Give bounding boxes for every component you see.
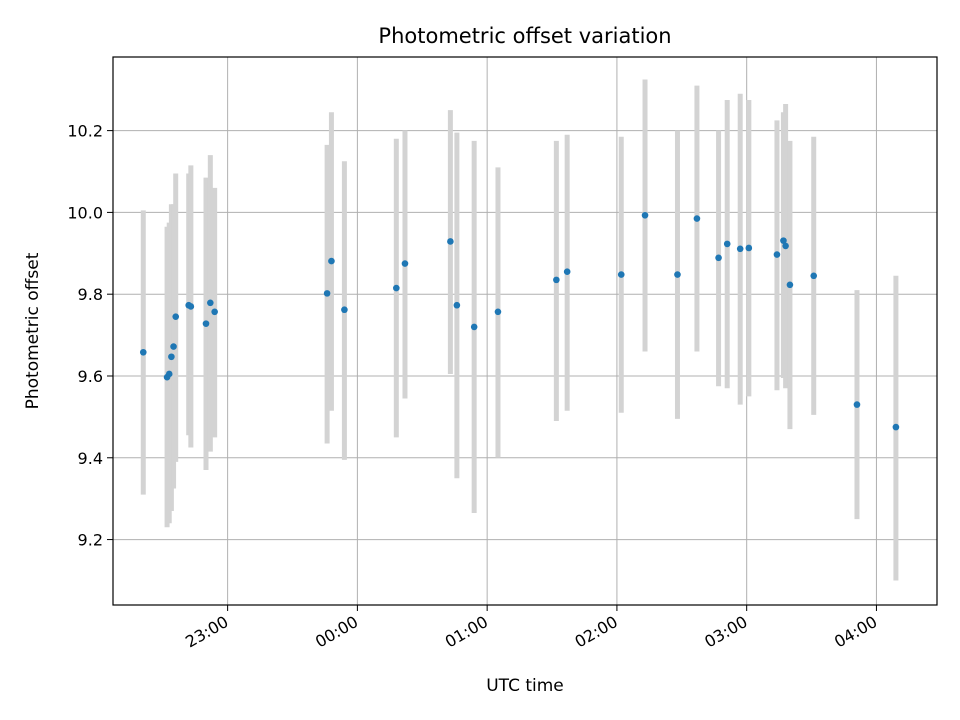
data-point — [211, 308, 218, 316]
data-point — [892, 423, 900, 431]
y-tick-label: 9.4 — [78, 449, 103, 468]
data-point — [780, 237, 787, 244]
data-point — [723, 240, 731, 248]
data-point — [172, 313, 180, 320]
y-tick-label: 9.2 — [78, 531, 103, 550]
data-point — [810, 272, 818, 280]
x-tick-label: 00:00 — [312, 612, 361, 652]
data-point — [323, 290, 331, 297]
data-point — [782, 242, 789, 250]
data-point — [453, 301, 461, 309]
data-point — [447, 238, 454, 245]
y-axis-label: Photometric offset — [23, 252, 43, 409]
data-point — [553, 276, 560, 284]
data-point — [401, 260, 409, 267]
x-tick-label: 02:00 — [571, 612, 620, 652]
data-point — [187, 303, 195, 310]
data-point — [328, 257, 335, 265]
data-point — [202, 320, 210, 327]
x-axis-label: UTC time — [486, 676, 564, 696]
data-point — [674, 271, 681, 278]
y-tick-label: 9.8 — [78, 285, 103, 304]
data-point — [563, 268, 571, 276]
plot-frame — [112, 56, 938, 606]
y-axis-ticks: 9.2 9.4 9.6 9.8 10.0 10.2 — [67, 122, 113, 550]
data-point — [139, 348, 147, 356]
data-point — [745, 244, 753, 252]
data-point — [393, 284, 400, 292]
x-tick-label: 01:00 — [442, 612, 491, 652]
data-point — [168, 353, 175, 361]
data-point — [617, 271, 625, 278]
data-point — [773, 251, 781, 258]
data-point — [170, 343, 177, 350]
x-tick-label: 03:00 — [701, 612, 750, 652]
chart-title: Photometric offset variation — [378, 24, 671, 48]
x-tick-label: 23:00 — [182, 612, 231, 652]
y-tick-label: 9.6 — [78, 367, 103, 386]
data-point — [641, 211, 649, 219]
x-axis-ticks: 23:00 00:00 01:00 02:00 03:00 04:00 — [182, 605, 880, 652]
data-point — [853, 401, 861, 408]
data-point — [470, 323, 478, 331]
y-tick-label: 10.0 — [67, 203, 103, 222]
data-point — [715, 254, 722, 262]
data-point — [165, 370, 173, 378]
data-point — [341, 306, 348, 314]
data-points — [139, 211, 900, 431]
data-point — [693, 215, 701, 222]
data-point — [786, 281, 794, 289]
y-tick-label: 10.2 — [67, 122, 103, 141]
error-bars — [140, 79, 899, 581]
data-point — [207, 299, 214, 307]
data-point — [736, 245, 744, 253]
x-tick-label: 04:00 — [831, 612, 880, 652]
data-point — [494, 308, 502, 316]
